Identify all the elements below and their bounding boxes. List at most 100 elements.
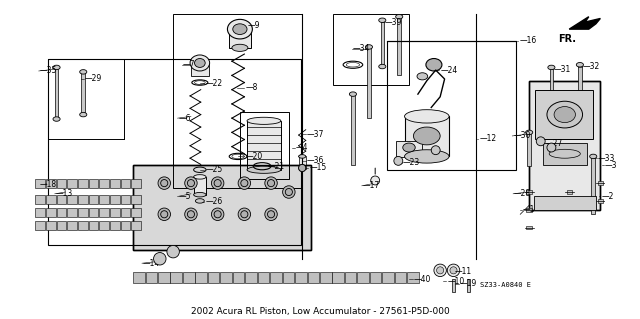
Bar [110, 221, 120, 230]
Bar [35, 195, 45, 204]
Bar [283, 272, 294, 283]
Circle shape [265, 208, 277, 220]
Ellipse shape [404, 110, 449, 123]
Bar [133, 165, 311, 250]
Bar [529, 81, 600, 210]
Text: —30: —30 [513, 131, 531, 140]
Text: —31: —31 [554, 65, 572, 74]
Bar [35, 208, 45, 217]
Bar [131, 221, 141, 230]
Bar [527, 190, 532, 194]
Text: —4: —4 [296, 143, 308, 152]
Text: 2002 Acura RL Piston, Low Accumulator - 27561-P5D-000: 2002 Acura RL Piston, Low Accumulator - … [191, 307, 449, 316]
Ellipse shape [53, 65, 60, 70]
Text: —2: —2 [601, 192, 614, 201]
Bar [467, 279, 470, 292]
Bar [527, 226, 532, 229]
Ellipse shape [548, 65, 555, 70]
Bar [131, 195, 141, 204]
Ellipse shape [227, 19, 252, 39]
Ellipse shape [547, 101, 582, 128]
Text: —36: —36 [307, 156, 324, 165]
Circle shape [214, 211, 221, 218]
Text: —17: —17 [363, 181, 380, 190]
Circle shape [268, 211, 275, 218]
Ellipse shape [577, 63, 584, 67]
Bar [270, 272, 282, 283]
Ellipse shape [549, 149, 580, 158]
Bar [245, 272, 257, 283]
Text: —11: —11 [454, 267, 472, 276]
Text: —19: —19 [460, 279, 477, 288]
Bar [56, 179, 67, 188]
Circle shape [211, 177, 224, 189]
Circle shape [238, 177, 251, 189]
Bar [550, 67, 553, 116]
Bar [395, 272, 406, 283]
Bar [99, 221, 109, 230]
Bar [173, 14, 302, 188]
Bar [527, 132, 531, 166]
Bar [351, 94, 355, 165]
Circle shape [547, 143, 556, 152]
Bar [133, 272, 145, 283]
Bar [578, 65, 582, 118]
Ellipse shape [53, 117, 60, 121]
Bar [110, 179, 120, 188]
Bar [529, 81, 600, 210]
Circle shape [154, 253, 166, 265]
Circle shape [299, 164, 306, 172]
Circle shape [238, 208, 251, 220]
Bar [258, 272, 269, 283]
Ellipse shape [525, 130, 532, 135]
Text: —24: —24 [440, 66, 458, 75]
Bar [81, 72, 85, 115]
Text: —9: —9 [248, 21, 260, 30]
Ellipse shape [194, 175, 206, 179]
Text: —37: —37 [307, 130, 324, 139]
Circle shape [161, 180, 168, 187]
Text: SZ33-A0840 E: SZ33-A0840 E [480, 282, 531, 288]
Bar [55, 67, 58, 119]
Bar [110, 208, 120, 217]
Circle shape [188, 211, 195, 218]
Bar [110, 195, 120, 204]
Text: —15: —15 [309, 164, 326, 173]
Bar [357, 272, 369, 283]
Bar [183, 272, 195, 283]
Bar [88, 195, 99, 204]
Bar [527, 208, 532, 211]
Bar [158, 272, 170, 283]
Bar [333, 14, 409, 85]
Circle shape [211, 208, 224, 220]
Text: —40: —40 [413, 275, 431, 284]
Ellipse shape [233, 24, 247, 34]
Text: —23: —23 [403, 158, 420, 167]
Text: —26: —26 [205, 197, 223, 206]
Bar [56, 208, 67, 217]
Text: FR.: FR. [559, 34, 577, 44]
Bar [404, 116, 449, 156]
Text: —35: —35 [40, 66, 57, 76]
Bar [131, 179, 141, 188]
Bar [598, 199, 603, 203]
Bar [191, 63, 209, 76]
Bar [47, 58, 301, 245]
Bar [367, 47, 371, 118]
Circle shape [241, 180, 248, 187]
Circle shape [161, 211, 168, 218]
Ellipse shape [413, 127, 440, 145]
Ellipse shape [349, 92, 356, 96]
Ellipse shape [436, 267, 444, 274]
Circle shape [285, 189, 292, 196]
Bar [591, 156, 595, 214]
Ellipse shape [447, 264, 460, 277]
Bar [56, 221, 67, 230]
Text: —34: —34 [353, 44, 371, 53]
Circle shape [536, 137, 545, 146]
Ellipse shape [190, 55, 210, 71]
Text: —1: —1 [523, 205, 535, 214]
Bar [145, 272, 157, 283]
Bar [397, 17, 401, 75]
Ellipse shape [247, 166, 281, 173]
